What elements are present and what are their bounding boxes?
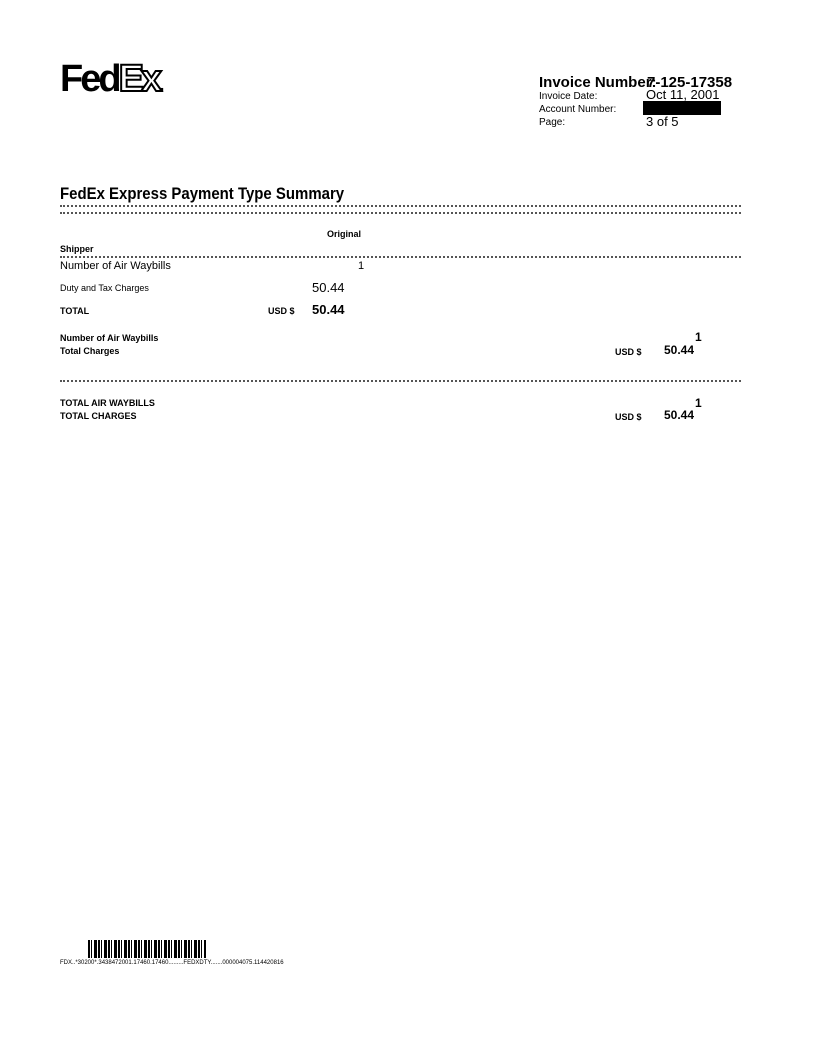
- subtotal-waybills-label: Number of Air Waybills: [60, 333, 159, 343]
- row-label: Duty and Tax Charges: [60, 283, 149, 293]
- grand-total-charges-label: TOTAL CHARGES: [60, 411, 137, 421]
- grand-total-currency: USD $: [615, 412, 642, 422]
- account-number-label: Account Number:: [539, 104, 617, 115]
- subtotal-currency: USD $: [615, 347, 642, 357]
- invoice-number: 7-125-17358: [647, 74, 733, 91]
- subtotal-charges-label: Total Charges: [60, 346, 120, 356]
- barcode: [88, 940, 206, 958]
- divider: [60, 256, 741, 258]
- grand-total-charges-value: 50.44: [664, 408, 695, 422]
- section-shipper: Shipper: [60, 244, 94, 254]
- total-currency: USD $: [268, 306, 295, 316]
- fedex-logo: FedEx.: [60, 57, 164, 101]
- row-label: Number of Air Waybills: [60, 260, 171, 272]
- grand-total-waybills-value: 1: [695, 396, 702, 410]
- page-number: 3 of 5: [646, 114, 679, 129]
- page-title: FedEx Express Payment Type Summary: [60, 184, 345, 203]
- subtotal-charges-value: 50.44: [664, 343, 695, 357]
- invoice-number-label: Invoice Number:: [539, 74, 657, 91]
- total-label: TOTAL: [60, 306, 90, 316]
- grand-total-waybills-label: TOTAL AIR WAYBILLS: [60, 398, 155, 408]
- invoice-date-label: Invoice Date:: [539, 91, 598, 102]
- row-value: 1: [358, 260, 365, 272]
- row-value: 50.44: [312, 280, 345, 295]
- redacted-account-number: [643, 101, 721, 115]
- divider: [60, 380, 741, 382]
- divider: [60, 205, 741, 207]
- divider: [60, 212, 741, 214]
- page-label: Page:: [539, 117, 566, 128]
- barcode-text: FDX..*30200*.3438472001.17460.17460.....…: [60, 960, 284, 966]
- column-header-original: Original: [327, 229, 362, 239]
- subtotal-waybills-value: 1: [695, 330, 702, 344]
- invoice-date: Oct 11, 2001: [646, 87, 720, 102]
- total-value: 50.44: [312, 302, 345, 317]
